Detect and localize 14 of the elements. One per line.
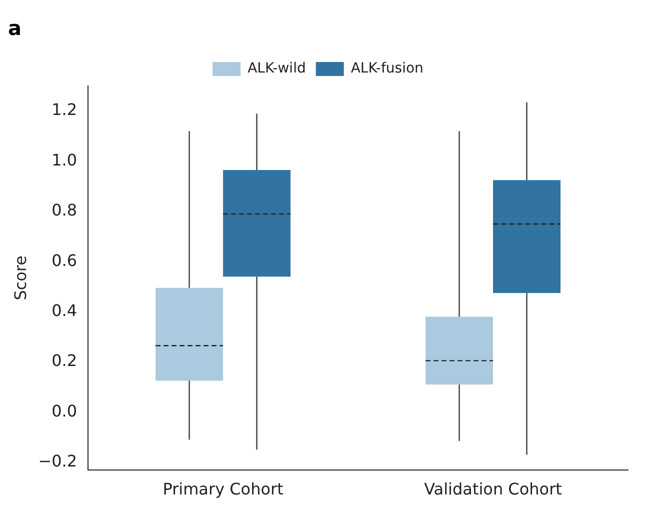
y-tick-label: 0.6 <box>52 250 78 270</box>
x-tick-label: Primary Cohort <box>162 480 284 499</box>
y-tick-label: 1.2 <box>52 100 78 120</box>
legend-label: ALK-fusion <box>350 60 424 77</box>
y-tick-label: 0.2 <box>52 351 78 370</box>
x-tick-label: Validation Cohort <box>424 480 562 499</box>
legend-label: ALK-wild <box>248 60 306 77</box>
y-tick-label: 0.4 <box>52 300 78 320</box>
y-tick-label: 0.0 <box>52 401 78 420</box>
chart-title: a <box>8 16 22 40</box>
y-tick-label: −0.2 <box>38 451 78 470</box>
y-axis-title: Score <box>10 255 30 300</box>
y-tick-label: 1.0 <box>52 150 78 170</box>
y-tick-label: 0.8 <box>52 200 78 220</box>
